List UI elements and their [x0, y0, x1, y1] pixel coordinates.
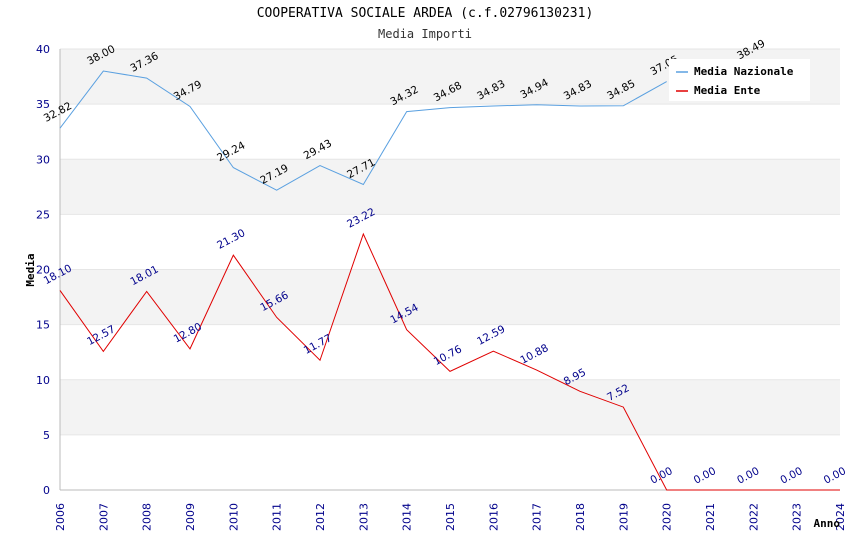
- series-line-ente: [59, 232, 840, 491]
- x-tick-label: 2017: [531, 503, 544, 531]
- data-label-ente: 12.59: [475, 323, 507, 348]
- y-tick-label: 30: [36, 153, 50, 166]
- x-tick-label: 2020: [661, 503, 674, 531]
- x-tick-label: 2023: [791, 503, 804, 531]
- legend-box: [669, 59, 810, 101]
- x-tick-label: 2011: [271, 503, 284, 531]
- y-tick-label: 20: [36, 264, 50, 277]
- y-axis-label: Media: [24, 253, 37, 286]
- y-tick-label: 35: [36, 98, 50, 111]
- data-label-ente: 10.88: [518, 342, 550, 367]
- y-tick-label: 40: [36, 43, 50, 56]
- x-tick-label: 2018: [574, 503, 587, 531]
- y-tick-label: 0: [43, 484, 50, 497]
- data-label-nazionale: 29.43: [302, 137, 334, 162]
- y-tick-labels: 0 5 10 15 20 25 30 35 40: [36, 43, 50, 497]
- x-tick-label: 2013: [357, 503, 370, 531]
- data-label-ente: 10.76: [432, 343, 464, 368]
- y-tick-label: 25: [36, 208, 50, 221]
- grid-band: [60, 379, 840, 435]
- y-tick-label: 5: [43, 429, 50, 442]
- x-tick-label: 2024: [834, 503, 847, 531]
- x-tick-label: 2009: [184, 503, 197, 531]
- data-label-ente: 11.77: [302, 332, 334, 357]
- x-tick-label: 2007: [97, 503, 110, 531]
- chart-title: COOPERATIVA SOCIALE ARDEA (c.f.027961302…: [256, 6, 594, 21]
- x-axis-label: Anno: [814, 517, 841, 530]
- y-tick-label: 10: [36, 374, 50, 387]
- x-tick-labels: 2006 2007 2008 2009 2010 2011 2012 2013 2014 2015…: [54, 503, 847, 531]
- data-label-ente: 0.00: [648, 465, 674, 487]
- legend-label-nazionale: Media Nazionale: [694, 65, 794, 78]
- x-tick-label: 2012: [314, 503, 327, 531]
- grid-band: [60, 269, 840, 325]
- legend: Media Nazionale Media Ente: [669, 59, 810, 101]
- x-tick-label: 2021: [704, 503, 717, 531]
- grid-band: [60, 159, 840, 215]
- series-lines: [59, 70, 840, 491]
- grid-bands: [60, 48, 840, 491]
- data-label-ente: 0.00: [735, 465, 761, 487]
- x-tick-label: 2022: [747, 503, 760, 531]
- data-label-ente: 12.57: [85, 323, 117, 348]
- x-tick-label: 2008: [141, 503, 154, 531]
- series-line-nazionale: [59, 70, 667, 191]
- x-tick-label: 2019: [617, 503, 630, 531]
- x-tick-label: 2006: [54, 503, 67, 531]
- legend-label-ente: Media Ente: [694, 84, 761, 97]
- data-label-ente: 0.00: [692, 465, 718, 487]
- x-tick-label: 2016: [487, 503, 500, 531]
- data-label-ente: 0.00: [778, 465, 804, 487]
- data-label-ente: 0.00: [822, 465, 848, 487]
- x-tick-label: 2010: [227, 503, 240, 531]
- x-tick-label: 2014: [401, 503, 414, 531]
- y-tick-label: 15: [36, 319, 50, 332]
- chart-subtitle: Media Importi: [378, 27, 472, 41]
- x-tick-label: 2015: [444, 503, 457, 531]
- data-label-ente: 21.30: [215, 227, 247, 252]
